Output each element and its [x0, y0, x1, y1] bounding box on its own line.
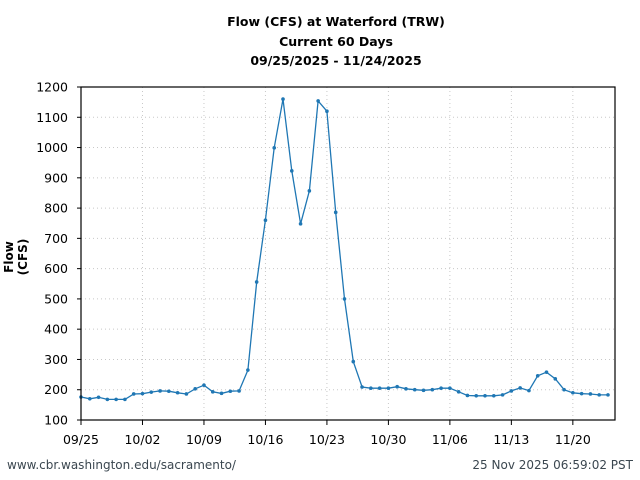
data-point-marker: [333, 210, 338, 215]
data-point-marker: [325, 109, 329, 114]
data-point-marker: [483, 393, 487, 398]
data-point-marker: [87, 397, 92, 401]
data-point-marker: [131, 392, 136, 396]
y-tick-label: 400: [44, 322, 68, 337]
data-point-marker: [518, 386, 522, 390]
data-point-marker: [158, 389, 162, 393]
y-tick-label: 300: [44, 352, 68, 367]
data-point-marker: [439, 386, 443, 391]
data-point-marker: [114, 397, 118, 402]
y-tick-label: 1200: [36, 80, 68, 95]
data-point-marker: [246, 368, 250, 372]
source-url-link[interactable]: www.cbr.washington.edu/sacramento/: [7, 458, 236, 472]
data-point-marker: [606, 393, 610, 397]
data-point-marker: [386, 386, 391, 391]
y-tick-label: 600: [44, 261, 68, 276]
data-point-marker: [456, 390, 461, 394]
data-point-marker: [202, 383, 206, 387]
data-point-marker: [351, 359, 356, 364]
data-point-marker: [342, 297, 347, 301]
x-tick-label: 10/30: [370, 432, 406, 447]
data-point-marker: [316, 99, 320, 103]
data-point-marker: [123, 397, 127, 402]
data-point-marker: [395, 384, 399, 389]
data-point-marker: [430, 387, 435, 392]
data-point-marker: [228, 389, 233, 394]
data-point-marker: [254, 280, 259, 284]
data-point-marker: [412, 387, 417, 392]
data-point-marker: [448, 386, 452, 391]
data-point-marker: [175, 390, 180, 395]
data-point-marker: [404, 387, 408, 391]
data-point-marker: [281, 97, 285, 101]
chart-date-range: 09/25/2025 - 11/24/2025: [250, 53, 422, 68]
grid-lines: [81, 87, 615, 420]
y-axis-ticks: 100 200 300 400 500 600 700 800 900 1000 1100 1200: [36, 80, 81, 428]
data-point-marker: [544, 370, 549, 374]
data-point-marker: [96, 395, 101, 400]
x-tick-label: 11/20: [555, 432, 591, 447]
y-tick-label: 1100: [36, 110, 68, 125]
data-point-marker: [527, 388, 531, 393]
data-point-marker: [597, 393, 601, 397]
x-axis-ticks: 09/25 10/02 10/09 10/16 10/23 10/30 11/06 11/13…: [63, 420, 591, 447]
data-point-marker: [289, 169, 294, 173]
data-point-marker: [360, 385, 364, 389]
chart-title: Flow (CFS) at Waterford (TRW): [227, 14, 445, 29]
data-point-marker: [535, 374, 540, 378]
data-point-marker: [105, 397, 110, 402]
data-point-marker: [193, 387, 197, 391]
data-point-marker: [272, 146, 277, 150]
data-point-marker: [465, 393, 470, 398]
data-point-marker: [219, 391, 224, 396]
x-tick-label: 10/02: [124, 432, 160, 447]
data-point-marker: [421, 388, 426, 393]
x-tick-label: 09/25: [63, 432, 99, 447]
data-point-marker: [562, 387, 566, 392]
data-point-marker: [588, 392, 593, 396]
y-tick-label: 800: [44, 201, 68, 216]
data-point-marker: [571, 390, 575, 395]
generated-timestamp: 25 Nov 2025 06:59:02 PST: [472, 458, 633, 472]
data-point-marker: [237, 389, 241, 393]
y-tick-label: 200: [44, 382, 68, 397]
x-tick-label: 10/09: [186, 432, 222, 447]
data-point-marker: [369, 386, 373, 391]
y-tick-label: 500: [44, 291, 68, 306]
data-point-marker: [500, 393, 505, 397]
x-tick-label: 10/23: [309, 432, 345, 447]
data-point-marker: [149, 390, 154, 394]
data-point-marker: [307, 189, 312, 193]
y-tick-label: 1000: [36, 140, 68, 155]
data-point-marker: [491, 393, 496, 398]
flow-series-line: [79, 97, 610, 402]
data-point-marker: [140, 391, 145, 396]
data-point-marker: [298, 222, 303, 226]
data-point-marker: [579, 391, 584, 396]
data-point-marker: [553, 377, 558, 381]
data-point-marker: [509, 389, 514, 393]
x-tick-label: 11/06: [432, 432, 468, 447]
y-tick-label: 900: [44, 170, 68, 185]
data-point-marker: [474, 393, 479, 398]
y-tick-label: 700: [44, 231, 68, 246]
plot-frame: [80, 86, 616, 421]
data-point-marker: [210, 390, 215, 394]
data-point-marker: [263, 218, 268, 222]
data-point-marker: [377, 386, 382, 391]
x-tick-label: 11/13: [493, 432, 529, 447]
y-tick-label: 100: [44, 413, 68, 428]
x-tick-label: 10/16: [247, 432, 283, 447]
data-point-marker: [184, 392, 189, 396]
chart-subtitle: Current 60 Days: [279, 34, 393, 49]
data-point-marker: [167, 389, 171, 394]
